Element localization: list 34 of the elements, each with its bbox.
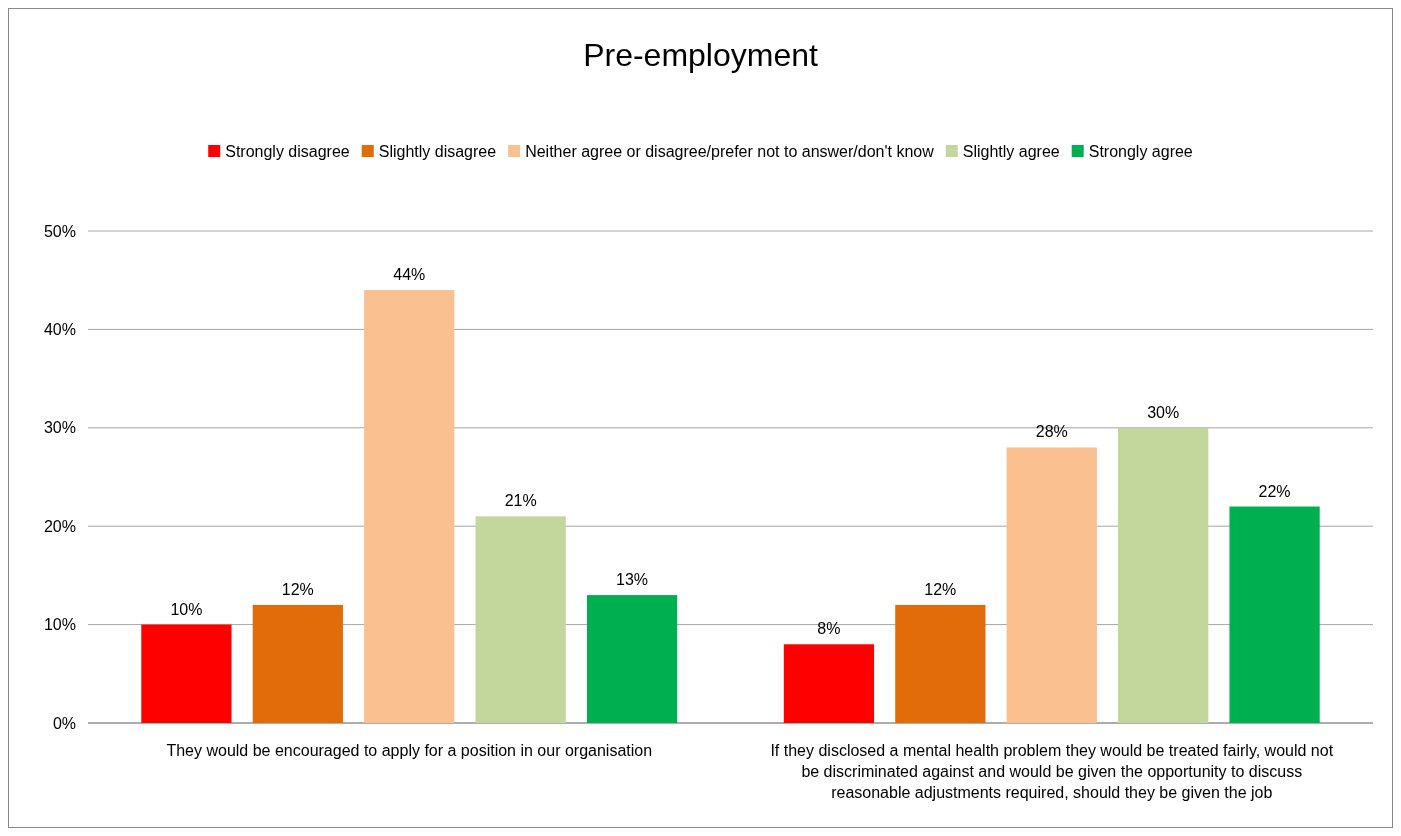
bar	[895, 604, 986, 723]
data-label: 8%	[817, 620, 841, 638]
data-label: 22%	[1258, 482, 1291, 500]
y-tick-label: 40%	[43, 321, 76, 338]
y-tick-label: 0%	[52, 714, 76, 732]
data-label: 30%	[1147, 403, 1180, 421]
data-label: 21%	[504, 492, 537, 510]
legend-label: Neither agree or disagree/prefer not to answer/don't know	[525, 142, 935, 160]
y-tick-label: 50%	[43, 222, 76, 240]
bar	[586, 595, 678, 723]
bar	[252, 604, 343, 723]
data-label: 10%	[170, 600, 203, 618]
bar	[1229, 506, 1320, 723]
bar	[1118, 427, 1209, 723]
bar	[783, 644, 875, 723]
bar	[141, 624, 232, 723]
chart-title: Pre-employment	[583, 37, 818, 73]
data-label: 44%	[393, 266, 426, 284]
y-tick-label: 10%	[43, 616, 76, 634]
legend-label: Slightly agree	[962, 142, 1060, 160]
data-label: 12%	[924, 580, 957, 598]
y-tick-label: 30%	[43, 419, 76, 437]
legend-label: Strongly agree	[1088, 142, 1193, 160]
y-tick-label: 20%	[43, 517, 76, 535]
data-label: 13%	[616, 571, 649, 589]
bar	[1006, 447, 1097, 723]
bar	[475, 516, 566, 723]
data-label: 28%	[1035, 423, 1068, 441]
legend-label: Strongly disagree	[225, 142, 350, 160]
legend-label: Slightly disagree	[378, 142, 497, 160]
data-label: 12%	[281, 580, 314, 598]
x-tick-label: They would be encouraged to apply for a position in our organisation	[166, 742, 653, 759]
bar	[364, 290, 455, 723]
x-tick-label: If they disclosed a mental health problem they would be treated fairly, would not be discriminated against and would be given the opportunity to discuss reasonable adjustments required, should they be given the job	[770, 742, 1334, 801]
